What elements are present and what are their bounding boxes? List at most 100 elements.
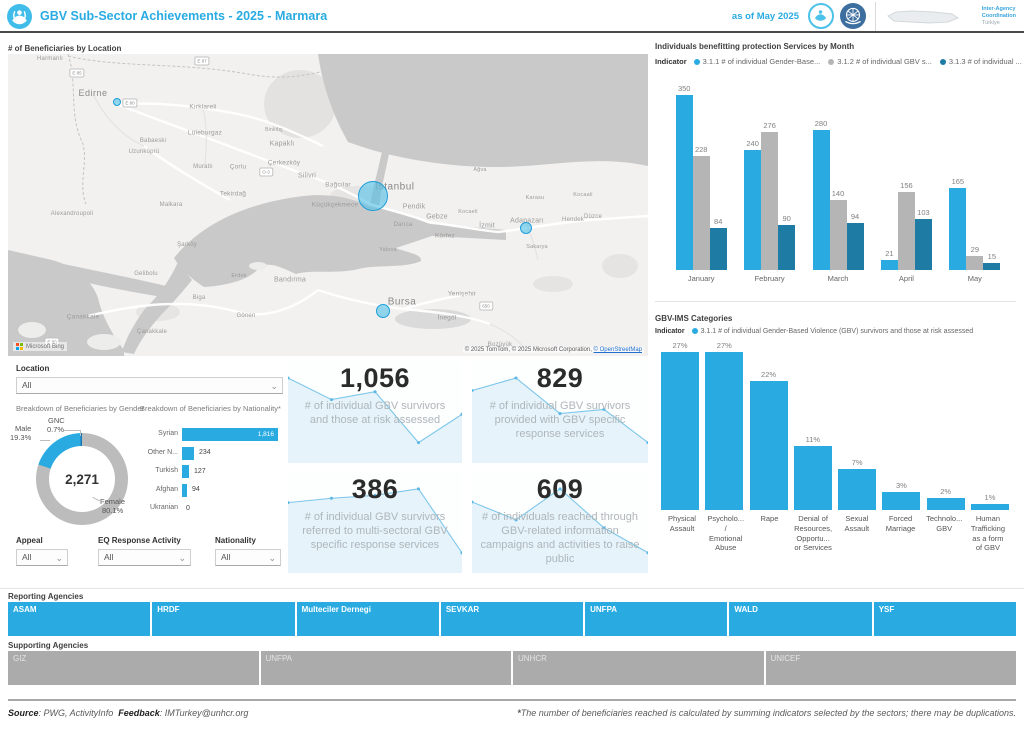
x-axis-label: Psycholo... / Emotional Abuse <box>707 514 745 553</box>
bar[interactable]: 29 <box>966 245 984 270</box>
legend-dot-icon <box>693 59 700 65</box>
nationality-dropdown[interactable]: All ⌄ <box>215 549 281 566</box>
map-label-alexandroupoli: Alexandroupoli <box>50 211 94 217</box>
eq-dropdown[interactable]: All ⌄ <box>98 549 191 566</box>
map-label-yalova: Yalova <box>379 247 397 253</box>
gbv-subsector-logo-icon <box>7 4 32 29</box>
bar[interactable]: 140 <box>829 189 847 270</box>
x-axis-label: Human Trafficking as a form of GBV <box>970 514 1006 553</box>
x-axis-label: Physical Assault <box>668 514 696 533</box>
map-bubble-bursa[interactable] <box>376 304 390 318</box>
x-axis-label: Forced Marriage <box>885 514 916 533</box>
bar-value-label: 127 <box>194 467 206 475</box>
map-bubble-adapazarı[interactable] <box>520 222 532 234</box>
kpi-card[interactable]: 386 # of individual GBV survivors referre… <box>288 472 462 573</box>
road-shield: O-3 <box>259 167 273 177</box>
map-bubble-istanbul[interactable] <box>358 181 388 211</box>
map-label-pendik: Pendik <box>402 203 426 211</box>
bar[interactable]: 3% <box>882 481 921 510</box>
gender-donut-chart[interactable]: 2,271 <box>36 433 128 525</box>
kpi-card[interactable]: 1,056 # of individual GBV survivors and t… <box>288 361 462 463</box>
bar[interactable]: 350 <box>675 84 693 270</box>
bar-value-label: 0 <box>186 504 190 512</box>
kpi-card[interactable]: 609 # of individuals reached through GBV-… <box>472 472 648 573</box>
gbvims-categories: Physical Assault Psycholo... / Emotional Abus… <box>661 514 1009 553</box>
map-label-bozüyük: Bozüyük <box>487 342 513 348</box>
bar-value-label: 165 <box>951 176 965 186</box>
appeal-dropdown[interactable]: All ⌄ <box>16 549 68 566</box>
beneficiaries-map[interactable]: Harmanlı Edirne Kırklareli Lüleburgaz Babaes… <box>8 54 648 356</box>
bar[interactable]: 15 <box>983 252 1001 270</box>
map-label-muratlı: Muratlı <box>193 164 213 170</box>
kpi-caption: # of individual GBV survivors and those … <box>304 400 446 427</box>
kpi-card[interactable]: 829 # of individual GBV survivors provide… <box>472 361 648 463</box>
bar[interactable]: 156 <box>897 181 915 270</box>
bar[interactable]: 240 <box>744 139 762 270</box>
male-label: Male <box>15 424 32 433</box>
bar[interactable]: 165 <box>949 177 967 270</box>
bar[interactable]: 228 <box>692 145 710 270</box>
bar[interactable]: 84 <box>709 217 727 270</box>
map-label-gebze: Gebze <box>426 213 448 221</box>
map-label-bursa: Bursa <box>387 296 417 308</box>
map-label-silivri: Silivri <box>297 172 317 180</box>
x-axis-label: February <box>754 274 785 283</box>
bar[interactable]: 27% <box>705 341 744 510</box>
bar[interactable]: 103 <box>914 208 932 270</box>
bar-value-label: 3% <box>895 481 907 491</box>
map-label-çerkezköy: Çerkezköy <box>267 159 301 167</box>
nationality-row: Afghan 94 <box>0 483 290 498</box>
map-bubble-edirne[interactable] <box>113 98 121 106</box>
map-label-hendek: Hendek <box>562 217 584 223</box>
bar-group-february: 240 276 90 <box>735 85 803 270</box>
map-label-gönen: Gönen <box>236 313 256 319</box>
chevron-down-icon: ⌄ <box>55 553 63 563</box>
bar[interactable]: 280 <box>812 119 830 270</box>
bar-value-label: 84 <box>714 217 723 226</box>
bar[interactable]: 11% <box>793 435 832 510</box>
gbvims-chart-title: GBV-IMS Categories <box>655 314 733 323</box>
footer-divider <box>8 699 1016 701</box>
road-shield: 650 <box>479 301 493 311</box>
bar[interactable]: 276 <box>761 121 779 270</box>
bar[interactable] <box>182 483 187 497</box>
bar[interactable]: 1% <box>970 493 1009 510</box>
bar[interactable] <box>182 446 194 460</box>
openstreetmap-link[interactable]: © OpenStreetMap <box>593 347 642 353</box>
bar-value-label: 15 <box>987 251 996 261</box>
bar[interactable]: 7% <box>838 458 877 510</box>
bar[interactable]: 21 <box>880 249 898 270</box>
kpi-caption: # of individual GBV survivors provided w… <box>489 400 631 441</box>
bar[interactable]: 27% <box>661 341 699 510</box>
female-pct: 80.1% <box>102 506 124 515</box>
legend-item[interactable]: 3.1.1 # of individual Gender-Base... <box>693 57 820 66</box>
location-dropdown[interactable]: All ⌄ <box>16 377 283 394</box>
eq-filter-label: EQ Response Activity <box>98 536 181 545</box>
inter-agency-coordination-label: Inter-Agency Coordination Türkiye <box>981 6 1016 26</box>
map-label-harmanlı: Harmanlı <box>37 56 63 62</box>
supporting-agency-card: UNFPA <box>260 651 511 685</box>
map-label-gelibolu: Gelibolu <box>134 271 158 277</box>
bar-value-label: 90 <box>782 214 791 223</box>
sparkline <box>472 487 648 573</box>
bar[interactable]: 1,816 <box>182 428 278 441</box>
legend-item[interactable]: 3.1.3 # of individual ... <box>939 57 1022 66</box>
bing-logo: Microsoft Bing <box>13 342 68 351</box>
gnc-leader-line <box>64 430 80 431</box>
category-label: Other N... <box>147 448 178 456</box>
map-label-kapaklı: Kapaklı <box>269 140 295 148</box>
reporting-agency-card: SEVKAR <box>440 602 584 636</box>
category-label: Afghan <box>155 485 178 493</box>
legend-item[interactable]: 3.1.2 # of individual GBV s... <box>828 57 932 66</box>
bar[interactable] <box>182 465 189 479</box>
bar[interactable]: 94 <box>846 212 864 270</box>
gender-total: 2,271 <box>49 446 115 512</box>
category-label: Turkish <box>155 467 178 475</box>
chevron-down-icon: ⌄ <box>178 553 186 563</box>
bar[interactable]: 22% <box>749 370 788 510</box>
bar[interactable]: 90 <box>778 214 796 270</box>
bar[interactable]: 2% <box>926 487 965 510</box>
turkiye-map-icon <box>887 10 960 24</box>
supporting-agency-card: UNICEF <box>765 651 1016 685</box>
female-label: Female <box>100 497 126 506</box>
